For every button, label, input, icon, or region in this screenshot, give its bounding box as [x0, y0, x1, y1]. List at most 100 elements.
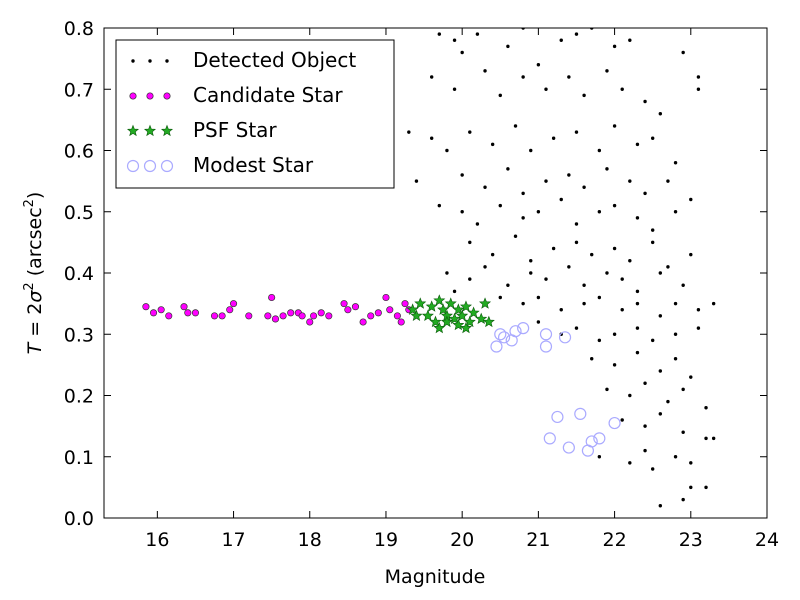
- legend-marker-detected-object: [165, 59, 169, 63]
- y-tick-label: 0.7: [64, 79, 94, 101]
- psf-star-point: [459, 321, 472, 334]
- detected-object-point: [574, 240, 579, 245]
- modest-star-point: [585, 435, 598, 448]
- psf-star-point: [452, 318, 465, 331]
- psf-star-point: [425, 300, 438, 312]
- detected-object-point: [529, 271, 533, 275]
- detected-object-point: [696, 308, 701, 312]
- legend-marker-detected-object: [148, 59, 152, 63]
- detected-object-point: [681, 283, 685, 287]
- detected-object-point: [582, 185, 586, 189]
- detected-object-point: [468, 240, 472, 245]
- detected-object-point: [590, 357, 594, 361]
- detected-object-point: [529, 259, 533, 263]
- legend-label-psf-star: PSF Star: [193, 118, 277, 142]
- detected-object-point: [597, 295, 602, 300]
- detected-object-point: [544, 277, 548, 281]
- candidate-star-point: [210, 312, 219, 320]
- candidate-star-point: [157, 306, 165, 314]
- detected-object-point: [704, 406, 708, 410]
- detected-object-point: [681, 50, 685, 55]
- psf-star-point: [463, 315, 476, 328]
- candidate-star-point: [367, 312, 375, 320]
- detected-object-point: [605, 387, 609, 392]
- detected-object-point: [574, 130, 579, 134]
- detected-object-point: [490, 252, 495, 257]
- y-axis-label-unit: (arcsec: [24, 207, 46, 282]
- psf-star-point: [448, 312, 461, 325]
- detected-object-point: [452, 38, 457, 42]
- candidate-star-point: [344, 306, 352, 314]
- detected-object-point: [612, 246, 617, 251]
- psf-star-point: [444, 297, 457, 309]
- modest-star-point: [490, 340, 503, 353]
- modest-star-point: [543, 432, 556, 445]
- y-tick-label: 0.3: [64, 324, 94, 346]
- detected-object-point: [643, 191, 647, 196]
- modest-star-point: [539, 340, 553, 353]
- x-axis-label: Magnitude: [385, 566, 486, 588]
- detected-object-point: [445, 271, 449, 275]
- detected-object-point: [704, 485, 708, 490]
- modest-star-point: [593, 432, 606, 445]
- detected-object-point: [483, 265, 487, 269]
- detected-object-point: [483, 185, 487, 189]
- candidate-star-point: [230, 300, 238, 308]
- candidate-star-point: [386, 306, 394, 314]
- detected-object-point: [567, 75, 571, 79]
- detected-object-point: [696, 326, 701, 330]
- x-axis-ticks: 16 17 18 19 20 21 22 23 24: [145, 28, 779, 551]
- detected-object-point: [689, 485, 693, 490]
- detected-object-point: [704, 436, 708, 441]
- y-axis-label-close: ): [24, 192, 46, 199]
- detected-object-point: [650, 136, 655, 140]
- candidate-star-point: [325, 312, 333, 320]
- candidate-star-point: [142, 303, 150, 311]
- detected-object-point: [658, 112, 663, 116]
- x-tick-label: 22: [602, 529, 626, 551]
- detected-object-point: [673, 455, 678, 459]
- detected-object-point: [658, 504, 663, 508]
- y-axis-label-unit-exponent: 2: [22, 199, 37, 207]
- legend-marker-modest-star: [160, 159, 174, 173]
- detected-object-point: [475, 32, 480, 36]
- candidate-star-point: [271, 315, 280, 323]
- candidate-star-point: [351, 303, 360, 311]
- detected-object-point: [658, 412, 663, 416]
- detected-object-point: [582, 93, 586, 98]
- psf-star-point: [475, 312, 488, 325]
- detected-object-point: [452, 289, 457, 294]
- detected-object-point: [643, 99, 647, 104]
- modest-star-point: [539, 328, 553, 341]
- candidate-star-point: [191, 309, 199, 317]
- detected-object-point: [590, 252, 594, 257]
- detected-object-point: [628, 179, 632, 183]
- candidate-star-point: [287, 309, 295, 317]
- legend-marker-psf-star: [160, 124, 174, 137]
- psf-star-point: [440, 315, 453, 328]
- legend: Detected Object Candidate Star PSF Star …: [115, 39, 395, 189]
- y-axis-label-equation: = 2: [24, 303, 46, 343]
- detected-object-point: [407, 130, 411, 134]
- detected-object-point: [414, 179, 419, 183]
- candidate-star-point: [268, 293, 276, 302]
- detected-object-point: [666, 179, 670, 183]
- detected-object-point: [521, 301, 525, 306]
- detected-object-point: [437, 203, 442, 208]
- detected-object-point: [536, 63, 541, 67]
- detected-object-point: [536, 320, 541, 324]
- y-tick-label: 0.5: [64, 202, 94, 224]
- detected-object-point: [460, 173, 464, 177]
- x-tick-label: 19: [374, 529, 398, 551]
- x-tick-label: 23: [679, 529, 703, 551]
- detected-object-point: [650, 467, 655, 471]
- detected-object-point: [628, 38, 632, 42]
- detected-object-point: [711, 436, 716, 441]
- detected-object-point: [574, 222, 579, 226]
- detected-object-point: [650, 228, 655, 232]
- detected-object-point: [429, 75, 434, 79]
- y-axis-label-sigma: σ: [24, 290, 46, 303]
- detected-object-point: [521, 191, 525, 196]
- legend-marker-modest-star: [143, 159, 157, 173]
